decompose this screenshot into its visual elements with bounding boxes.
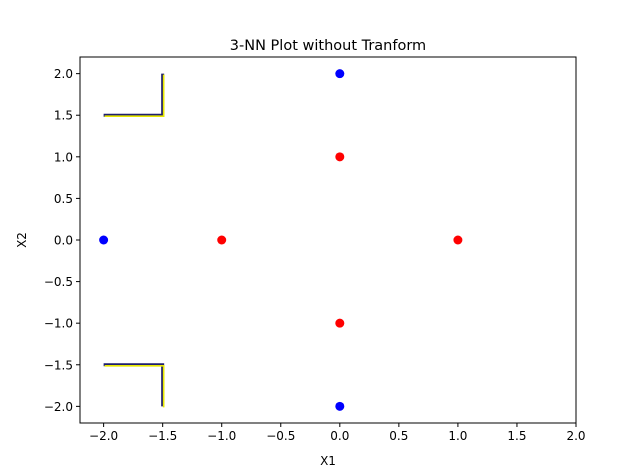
data-point-series2-2 [217, 235, 227, 245]
boundary-line-yellow-2 [104, 364, 165, 408]
x-axis-ticks: −2.0 −1.5 −1.0 −0.5 0.0 0.5 1.0 1.5 2.0 [89, 423, 586, 443]
x-tick-label: 1.5 [507, 429, 526, 443]
data-points [99, 69, 463, 411]
y-tick-label: −0.5 [44, 275, 73, 289]
x-tick-label: 2.0 [566, 429, 585, 443]
y-tick-label: −1.0 [44, 317, 73, 331]
data-point-series2-3 [453, 235, 463, 245]
decision-boundary [103, 73, 165, 408]
x-tick-label: −0.5 [266, 429, 295, 443]
x-tick-label: −1.0 [207, 429, 236, 443]
x-tick-label: −1.5 [148, 429, 177, 443]
data-point-series2-4 [335, 318, 345, 328]
y-axis-label: X2 [15, 232, 29, 248]
boundary-line-dark-1 [103, 73, 165, 117]
boundary-line-dark-2 [103, 363, 165, 407]
chart-title: 3-NN Plot without Tranform [230, 38, 426, 54]
y-tick-label: −1.5 [44, 358, 73, 372]
y-tick-label: 1.0 [54, 150, 73, 164]
data-point-series1-2 [99, 235, 109, 245]
y-tick-label: 2.0 [54, 67, 73, 81]
y-axis-ticks: 2.0 1.5 1.0 0.5 0.0 −0.5 −1.0 −1.5 −2.0 [44, 67, 80, 414]
boundary-line-yellow-1 [104, 74, 165, 118]
y-tick-label: 0.0 [54, 234, 73, 248]
y-tick-label: 1.5 [54, 109, 73, 123]
x-tick-label: −2.0 [89, 429, 118, 443]
data-point-series1-1 [335, 69, 345, 79]
x-tick-label: 0.5 [389, 429, 408, 443]
data-point-series1-3 [335, 401, 345, 411]
y-tick-label: 0.5 [54, 192, 73, 206]
x-tick-label: 1.0 [448, 429, 467, 443]
data-point-series2-1 [335, 152, 345, 162]
x-axis-label: X1 [320, 454, 336, 468]
y-tick-label: −2.0 [44, 400, 73, 414]
x-tick-label: 0.0 [330, 429, 349, 443]
